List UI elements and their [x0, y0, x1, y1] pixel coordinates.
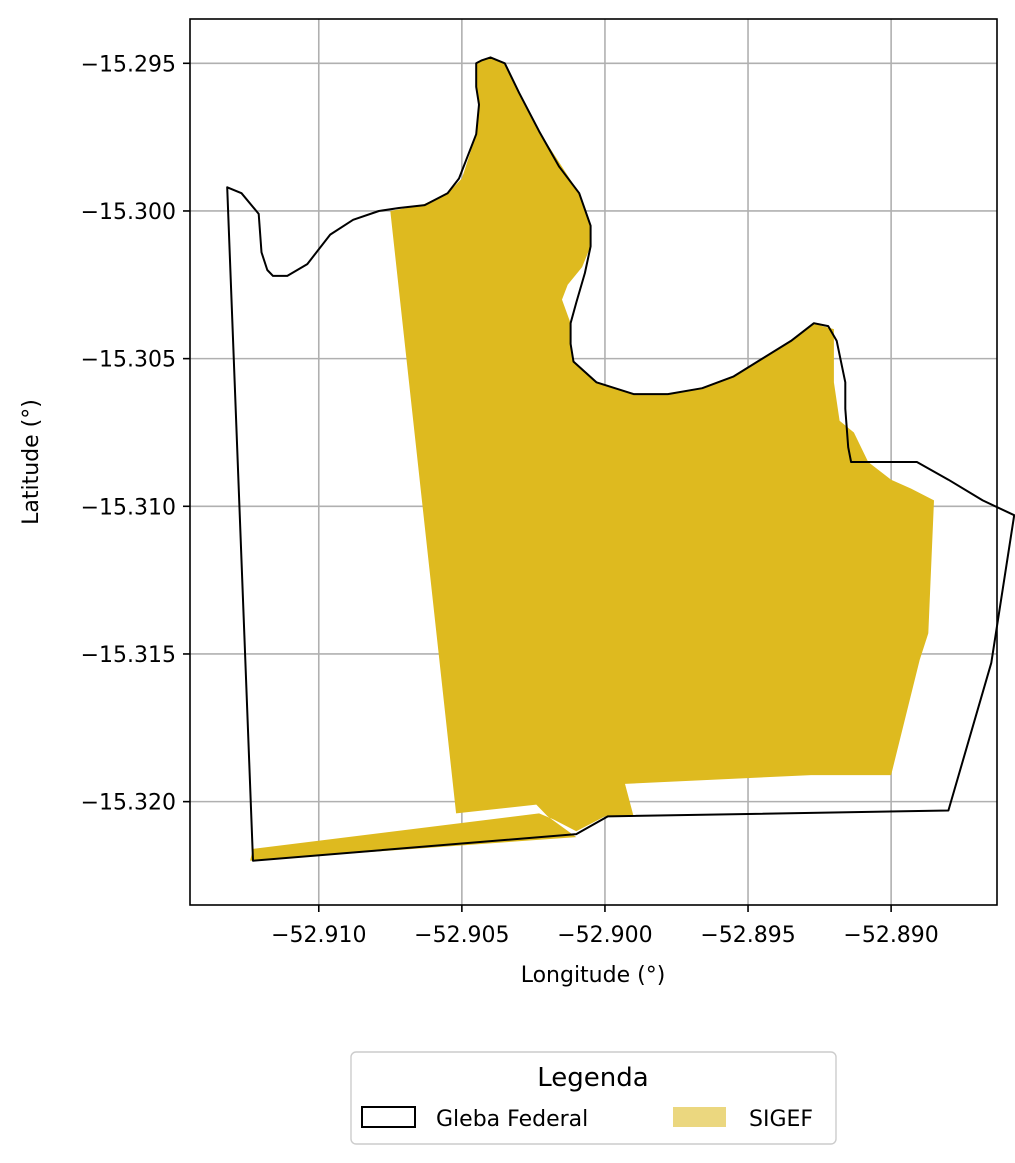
- y-tick-label-5: −15.320: [81, 791, 176, 816]
- y-tick-label-0: −15.295: [81, 52, 176, 77]
- gleba-federal-layer: [226, 56, 1015, 862]
- y-tick-label-4: −15.315: [81, 643, 176, 668]
- y-axis-ticks: −15.295 −15.300 −15.305 −15.310 −15.315 −15.3…: [81, 52, 190, 816]
- y-tick-label-1: −15.300: [81, 200, 176, 225]
- x-tick-label-3: −52.895: [700, 923, 795, 948]
- y-tick-label-3: −15.310: [81, 495, 176, 520]
- legend-title: Legenda: [537, 1063, 648, 1093]
- legend-swatch-sigef: [673, 1107, 726, 1127]
- gleba-federal-outline: [226, 56, 1015, 862]
- legend-swatch-gleba-federal: [361, 1106, 416, 1128]
- sigef-polygon: [250, 57, 935, 861]
- x-axis-label: Longitude (°): [521, 963, 666, 988]
- legend-label-gleba-federal: Gleba Federal: [436, 1107, 588, 1132]
- legend: Legenda Gleba Federal SIGEF: [350, 1051, 837, 1145]
- x-axis-ticks: −52.910 −52.905 −52.900 −52.895 −52.890: [271, 905, 939, 948]
- plot-frame: [189, 18, 998, 906]
- x-tick-label-4: −52.890: [843, 923, 938, 948]
- x-tick-label-0: −52.910: [271, 923, 366, 948]
- x-tick-label-1: −52.905: [414, 923, 509, 948]
- y-tick-label-2: −15.305: [81, 348, 176, 373]
- sigef-layer: [250, 57, 935, 861]
- y-axis-label: Latitude (°): [19, 399, 44, 525]
- x-tick-label-2: −52.900: [557, 923, 652, 948]
- legend-label-sigef: SIGEF: [749, 1107, 813, 1132]
